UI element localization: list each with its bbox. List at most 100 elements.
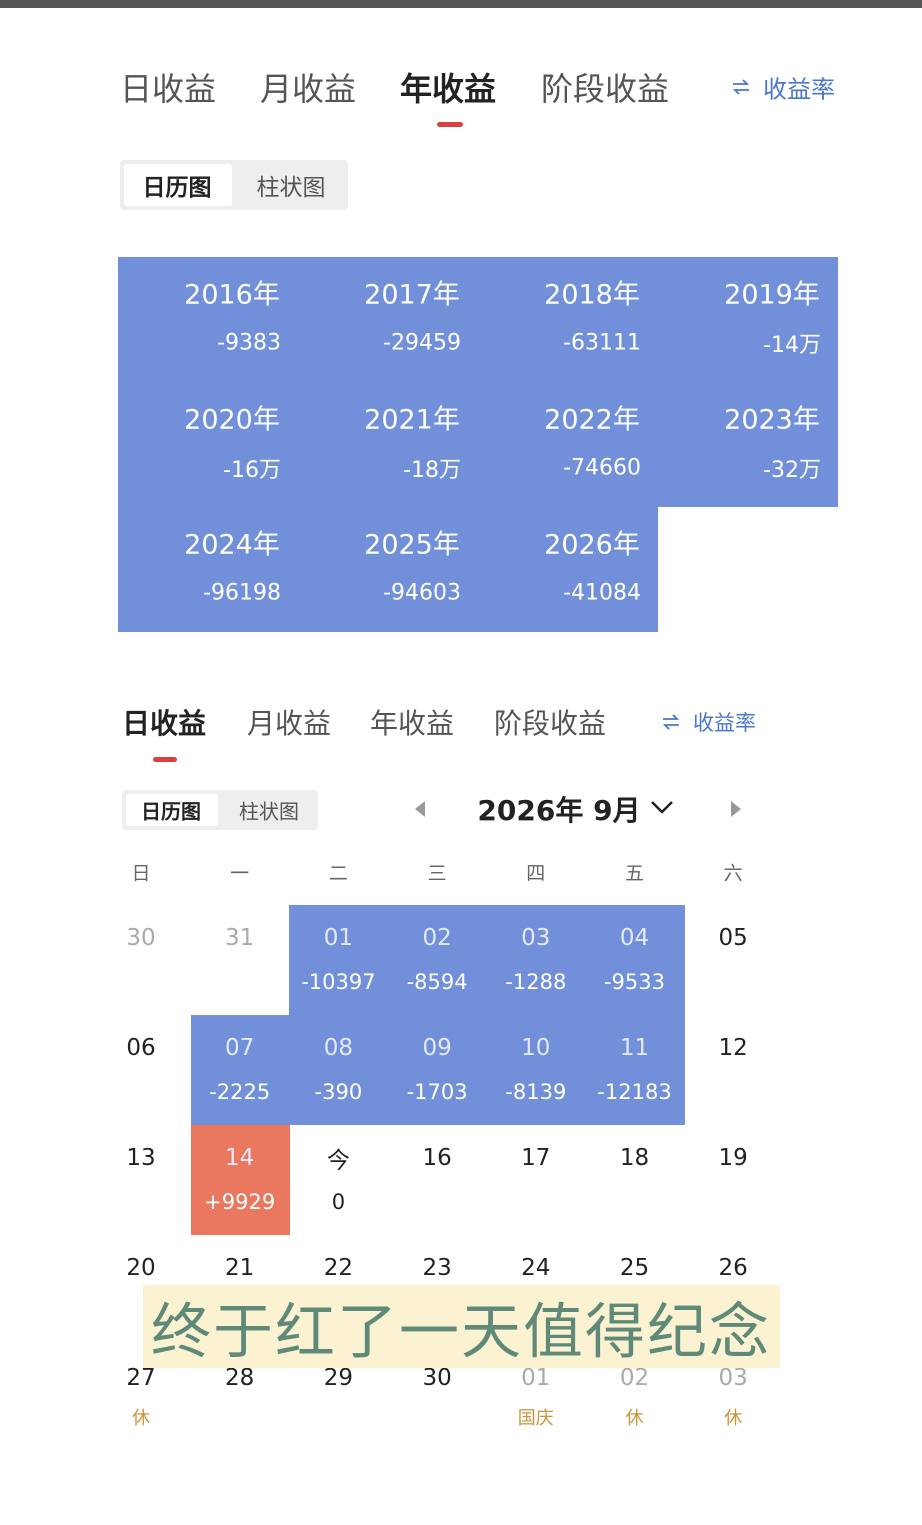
day-cell (190, 1015, 290, 1125)
year-cell (478, 257, 658, 382)
day-number[interactable]: 21 (225, 1255, 255, 1281)
day-number[interactable]: 24 (521, 1255, 551, 1281)
next-month[interactable] (729, 800, 743, 818)
day-value: -12183 (597, 1080, 672, 1104)
tab[interactable]: 日收益 (122, 707, 207, 740)
day-number[interactable]: 02 (422, 925, 452, 951)
day-number[interactable]: 03 (718, 1365, 748, 1391)
day-cell (289, 905, 389, 1015)
tab[interactable]: 阶段收益 (541, 70, 670, 108)
segment[interactable]: 柱状图 (256, 175, 326, 201)
day-cell (388, 1015, 488, 1125)
swap-icon[interactable] (661, 713, 681, 731)
day-number[interactable]: 29 (323, 1365, 354, 1391)
year-label: 2024年 (184, 529, 280, 561)
day-cell (190, 1125, 290, 1235)
year-label: 2022年 (544, 404, 640, 436)
year-value: -29459 (383, 330, 461, 356)
tab[interactable]: 年收益 (400, 70, 497, 108)
segment[interactable]: 柱状图 (239, 799, 299, 824)
segment[interactable]: 日历图 (141, 799, 201, 824)
year-cell (118, 382, 298, 507)
year-value: -74660 (563, 455, 641, 481)
day-number[interactable]: 07 (225, 1035, 255, 1061)
day-value: -390 (314, 1080, 363, 1104)
status-bar (0, 0, 922, 8)
year-label: 2023年 (724, 404, 820, 436)
weekday: 四 (526, 862, 546, 885)
year-value: -16万 (223, 458, 281, 483)
day-number[interactable]: 09 (422, 1035, 452, 1061)
weekday: 六 (723, 862, 743, 885)
caption: 终于红了一天值得纪念 (151, 1297, 771, 1368)
tab[interactable]: 年收益 (370, 707, 455, 740)
year-cell (118, 257, 298, 382)
day-value: -8594 (406, 970, 468, 994)
weekday: 二 (328, 862, 348, 885)
year-cell (478, 507, 658, 632)
tab-underline (437, 122, 463, 127)
day-number[interactable]: 27 (126, 1365, 156, 1391)
day-number[interactable]: 01 (521, 1365, 551, 1391)
rate-toggle[interactable]: 收益率 (693, 711, 756, 735)
day-number[interactable]: 10 (521, 1035, 551, 1061)
day-number[interactable]: 30 (126, 925, 156, 951)
day-number[interactable]: 25 (619, 1255, 650, 1281)
year-value: -63111 (563, 330, 641, 356)
segment-active (124, 164, 232, 206)
day-cell (585, 1015, 685, 1125)
day-number[interactable]: 28 (225, 1365, 255, 1391)
day-value: -1288 (505, 970, 567, 994)
day-number[interactable]: 23 (422, 1255, 452, 1281)
month-dropdown[interactable] (650, 799, 674, 815)
year-value: -41084 (563, 580, 641, 606)
day-number[interactable]: 16 (422, 1145, 452, 1171)
day-number[interactable]: 04 (619, 925, 650, 951)
day-number[interactable]: 03 (521, 925, 551, 951)
year-value: -18万 (403, 458, 461, 483)
day-number[interactable]: 18 (619, 1145, 650, 1171)
day-number[interactable]: 12 (718, 1035, 748, 1061)
day-number[interactable]: 06 (126, 1035, 156, 1061)
day-number[interactable]: 17 (521, 1145, 551, 1171)
day-number[interactable]: 31 (225, 925, 255, 951)
day-number[interactable]: 今 (326, 1148, 350, 1174)
day-number[interactable]: 22 (323, 1255, 354, 1281)
day-cell (486, 1015, 586, 1125)
tab[interactable]: 阶段收益 (494, 707, 607, 740)
weekday: 三 (427, 862, 447, 885)
day-number[interactable]: 08 (323, 1035, 354, 1061)
year-cell (478, 382, 658, 507)
tab-underline (153, 757, 177, 762)
day-number[interactable]: 11 (619, 1035, 650, 1061)
day-number[interactable]: 30 (422, 1365, 452, 1391)
swap-icon[interactable] (731, 78, 751, 96)
tab[interactable]: 月收益 (247, 707, 332, 740)
year-label: 2025年 (364, 529, 460, 561)
year-value: -32万 (763, 458, 821, 483)
tab[interactable]: 日收益 (120, 70, 217, 108)
day-cell (486, 905, 586, 1015)
day-number[interactable]: 13 (126, 1145, 156, 1171)
prev-month[interactable] (413, 800, 427, 818)
rate-toggle[interactable]: 收益率 (763, 75, 835, 104)
day-number[interactable]: 20 (126, 1255, 156, 1281)
day-number[interactable]: 14 (225, 1145, 255, 1171)
month-title[interactable]: 2026年 9月 (477, 794, 641, 827)
day-value: -1703 (406, 1080, 468, 1104)
day-number[interactable]: 02 (619, 1365, 650, 1391)
year-cell (658, 257, 838, 382)
year-label: 2018年 (544, 279, 640, 311)
year-label: 2026年 (544, 529, 640, 561)
tab[interactable]: 月收益 (260, 70, 357, 108)
day-number[interactable]: 19 (718, 1145, 748, 1171)
day-number[interactable]: 26 (718, 1255, 748, 1281)
day-cell (289, 1015, 389, 1125)
day-value: -10397 (301, 970, 376, 994)
day-value: -9533 (603, 970, 666, 994)
day-number[interactable]: 01 (323, 925, 354, 951)
day-number[interactable]: 05 (718, 925, 748, 951)
day-cell (585, 905, 685, 1015)
segment[interactable]: 日历图 (142, 175, 212, 201)
holiday-note: 休 (724, 1408, 743, 1429)
